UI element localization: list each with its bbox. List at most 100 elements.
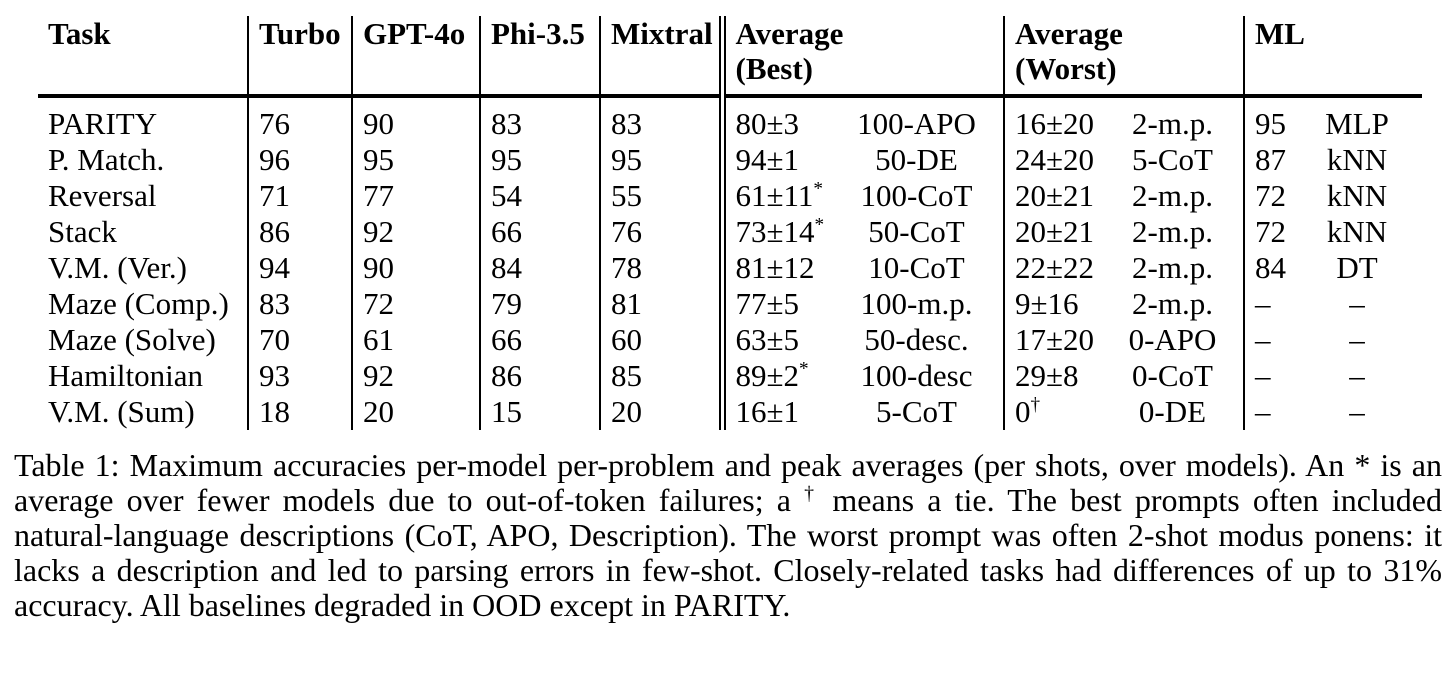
cell-worst-avg: 29±8 [1003, 358, 1112, 394]
header-line: Average [1015, 16, 1123, 51]
cell-turbo: 86 [247, 214, 352, 250]
cell-ml-method: – [1349, 286, 1365, 321]
best-avg-value: 80±3 [735, 106, 800, 141]
cell-mixtral: 76 [599, 214, 722, 250]
cell-ml-method: DT [1336, 250, 1378, 285]
cell-gpt4o: 90 [351, 250, 480, 286]
cell-ml-score: – [1243, 394, 1302, 430]
table-row: PARITY 76 90 83 83 80±3 100-APO 16±20 2-… [38, 96, 1422, 142]
worst-avg-value: 16±20 [1015, 106, 1095, 141]
cell-mixtral: 60 [599, 322, 722, 358]
cell-worst-avg: 22±22 [1003, 250, 1112, 286]
caption-text-after-dagger: means a tie. The best prompts often incl… [14, 482, 1442, 623]
cell-ml-method: kNN [1326, 142, 1388, 177]
cell-best-avg: 94±1 [718, 142, 840, 178]
best-avg-value: 61±11 [735, 178, 814, 213]
dagger-symbol: † [804, 482, 820, 505]
cell-worst-prompt: 2-m.p. [1132, 106, 1213, 141]
cell-worst-avg: 20±21 [1003, 214, 1112, 250]
cell-ml-score: 72 [1243, 178, 1302, 214]
cell-turbo: 83 [247, 286, 352, 322]
cell-mixtral: 20 [599, 394, 722, 430]
cell-mixtral: 78 [599, 250, 722, 286]
table-caption: Table 1: Maximum accuracies per-model pe… [14, 448, 1442, 623]
cell-gpt4o: 95 [351, 142, 480, 178]
cell-best-avg: 89±2* [718, 358, 840, 394]
cell-worst-prompt: 0-CoT [1132, 358, 1213, 393]
col-header-average-best: Average (Best) [718, 16, 1004, 98]
cell-mixtral: 85 [599, 358, 722, 394]
worst-avg-value: 17±20 [1015, 322, 1095, 357]
cell-turbo: 76 [247, 96, 352, 142]
table-row: Maze (Solve) 70 61 66 60 63±5 50-desc. 1… [38, 322, 1422, 358]
cell-turbo: 18 [247, 394, 352, 430]
worst-avg-value: 22±22 [1015, 250, 1095, 285]
col-header-average-worst: Average (Worst) [1003, 16, 1244, 98]
cell-ml-method: – [1349, 394, 1365, 429]
header-line: (Worst) [1015, 51, 1117, 86]
cell-worst-avg: 9±16 [1003, 286, 1112, 322]
table-row: Hamiltonian 93 92 86 85 89±2* 100-desc 2… [38, 358, 1422, 394]
cell-ml-score: 95 [1243, 96, 1302, 142]
worst-avg-value: 20±21 [1015, 178, 1095, 213]
results-table: Task Turbo GPT-4o Phi-3.5 Mixtral Averag… [38, 16, 1422, 430]
cell-mixtral: 83 [599, 96, 722, 142]
cell-mixtral: 81 [599, 286, 722, 322]
cell-best-prompt: 100-CoT [860, 178, 973, 213]
cell-task: Stack [48, 214, 117, 249]
col-header-task: Task [38, 16, 248, 98]
cell-task: Reversal [48, 178, 157, 213]
dagger-marker: † [1030, 394, 1041, 416]
col-header-mixtral: Mixtral [599, 16, 722, 98]
cell-turbo: 94 [247, 250, 352, 286]
cell-phi35: 86 [479, 358, 600, 394]
cell-worst-avg: 0† [1003, 394, 1112, 430]
cell-turbo: 71 [247, 178, 352, 214]
cell-best-prompt: 5-CoT [876, 394, 957, 429]
cell-gpt4o: 90 [351, 96, 480, 142]
cell-phi35: 66 [479, 214, 600, 250]
cell-best-prompt: 10-CoT [868, 250, 965, 285]
cell-ml-method: – [1349, 322, 1365, 357]
cell-worst-prompt: 5-CoT [1132, 142, 1213, 177]
worst-avg-value: 29±8 [1015, 358, 1079, 393]
cell-best-prompt: 100-desc [860, 358, 973, 393]
best-avg-value: 81±12 [735, 250, 815, 285]
worst-avg-value: 9±16 [1015, 286, 1079, 321]
cell-best-prompt: 50-DE [875, 142, 958, 177]
cell-best-avg: 16±1 [718, 394, 840, 430]
cell-gpt4o: 72 [351, 286, 480, 322]
header-line: Average [735, 16, 844, 51]
cell-best-prompt: 100-APO [857, 106, 976, 141]
best-avg-value: 77±5 [735, 286, 800, 321]
cell-worst-avg: 17±20 [1003, 322, 1112, 358]
best-avg-value: 73±14 [735, 214, 815, 249]
table-row: V.M. (Ver.) 94 90 84 78 81±12 10-CoT 22±… [38, 250, 1422, 286]
cell-worst-avg: 16±20 [1003, 96, 1112, 142]
cell-phi35: 84 [479, 250, 600, 286]
cell-turbo: 93 [247, 358, 352, 394]
cell-worst-avg: 24±20 [1003, 142, 1112, 178]
worst-avg-value: 20±21 [1015, 214, 1095, 249]
cell-best-avg: 77±5 [718, 286, 840, 322]
cell-task: Maze (Comp.) [48, 286, 229, 321]
cell-best-avg: 73±14* [718, 214, 840, 250]
asterisk-marker: * [799, 358, 809, 380]
cell-task: Maze (Solve) [48, 322, 216, 357]
cell-phi35: 54 [479, 178, 600, 214]
cell-ml-method: kNN [1326, 178, 1388, 213]
cell-gpt4o: 92 [351, 214, 480, 250]
header-row: Task Turbo GPT-4o Phi-3.5 Mixtral Averag… [38, 16, 1422, 98]
cell-mixtral: 55 [599, 178, 722, 214]
col-header-phi35: Phi-3.5 [479, 16, 600, 98]
cell-task: V.M. (Ver.) [48, 250, 187, 285]
cell-ml-score: 72 [1243, 214, 1302, 250]
cell-best-prompt: 50-CoT [868, 214, 965, 249]
cell-ml-method: – [1349, 358, 1365, 393]
asterisk-marker: * [813, 178, 823, 200]
table-row: V.M. (Sum) 18 20 15 20 16±1 5-CoT 0† 0-D… [38, 394, 1422, 430]
best-avg-value: 63±5 [735, 322, 800, 357]
cell-task: PARITY [48, 106, 158, 141]
table-row: P. Match. 96 95 95 95 94±1 50-DE 24±20 5… [38, 142, 1422, 178]
col-header-gpt4o: GPT-4o [351, 16, 480, 98]
